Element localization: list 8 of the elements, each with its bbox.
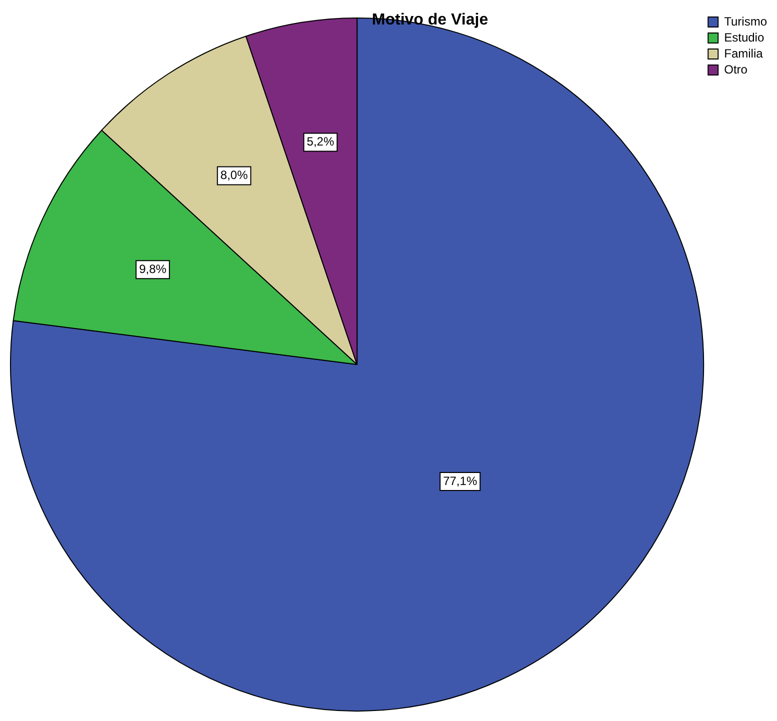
- legend-label: Familia: [724, 46, 764, 60]
- legend-label: Otro: [724, 62, 748, 76]
- data-label: 9,8%: [139, 262, 167, 276]
- data-label: 77,1%: [443, 474, 478, 488]
- data-label: 5,2%: [306, 134, 334, 149]
- data-label: 8,0%: [220, 168, 248, 182]
- legend-label: Estudio: [724, 30, 764, 44]
- legend-label: Turismo: [724, 14, 768, 28]
